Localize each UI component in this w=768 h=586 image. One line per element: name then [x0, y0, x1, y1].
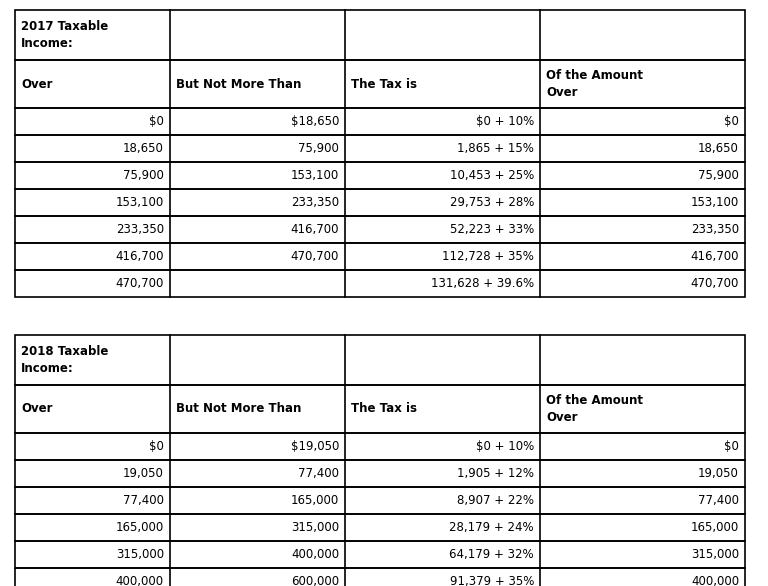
Text: 233,350: 233,350	[291, 196, 339, 209]
Bar	[15, 162, 745, 189]
Text: 77,400: 77,400	[298, 467, 339, 480]
Text: 233,350: 233,350	[116, 223, 164, 236]
Text: 600,000: 600,000	[291, 575, 339, 586]
Bar	[15, 135, 745, 162]
Text: 75,900: 75,900	[698, 169, 739, 182]
Text: 315,000: 315,000	[116, 548, 164, 561]
Text: $19,050: $19,050	[290, 440, 339, 453]
Bar	[15, 433, 745, 460]
Text: 18,650: 18,650	[698, 142, 739, 155]
Bar	[15, 60, 745, 108]
Text: 28,179 + 24%: 28,179 + 24%	[449, 521, 534, 534]
Text: $0 + 10%: $0 + 10%	[475, 115, 534, 128]
Text: 75,900: 75,900	[298, 142, 339, 155]
Text: 153,100: 153,100	[690, 196, 739, 209]
Text: 2018 Taxable
Income:: 2018 Taxable Income:	[21, 345, 108, 375]
Text: 77,400: 77,400	[698, 494, 739, 507]
Text: The Tax is: The Tax is	[351, 77, 417, 90]
Bar	[15, 189, 745, 216]
Text: 29,753 + 28%: 29,753 + 28%	[449, 196, 534, 209]
Text: 315,000: 315,000	[691, 548, 739, 561]
Text: $0: $0	[724, 115, 739, 128]
Text: 400,000: 400,000	[116, 575, 164, 586]
Text: 153,100: 153,100	[116, 196, 164, 209]
Text: 416,700: 416,700	[690, 250, 739, 263]
Bar	[15, 460, 745, 487]
Text: 165,000: 165,000	[291, 494, 339, 507]
Text: 470,700: 470,700	[690, 277, 739, 290]
Text: 470,700: 470,700	[116, 277, 164, 290]
Text: Of the Amount
Over: Of the Amount Over	[546, 394, 643, 424]
Text: 2017 Taxable
Income:: 2017 Taxable Income:	[21, 20, 108, 50]
Bar	[15, 270, 745, 297]
Text: $0: $0	[149, 440, 164, 453]
Bar	[15, 487, 745, 514]
Text: 416,700: 416,700	[290, 223, 339, 236]
Text: 1,865 + 15%: 1,865 + 15%	[457, 142, 534, 155]
Text: 315,000: 315,000	[291, 521, 339, 534]
Text: 400,000: 400,000	[691, 575, 739, 586]
Text: Over: Over	[21, 77, 52, 90]
Text: The Tax is: The Tax is	[351, 403, 417, 415]
Text: 400,000: 400,000	[291, 548, 339, 561]
Text: 416,700: 416,700	[115, 250, 164, 263]
Text: 131,628 + 39.6%: 131,628 + 39.6%	[431, 277, 534, 290]
Text: 10,453 + 25%: 10,453 + 25%	[450, 169, 534, 182]
Text: 19,050: 19,050	[698, 467, 739, 480]
Text: 233,350: 233,350	[691, 223, 739, 236]
Text: 165,000: 165,000	[690, 521, 739, 534]
Text: Over: Over	[21, 403, 52, 415]
Text: 18,650: 18,650	[123, 142, 164, 155]
Bar	[15, 514, 745, 541]
Text: 112,728 + 35%: 112,728 + 35%	[442, 250, 534, 263]
Bar	[15, 335, 745, 385]
Text: $0: $0	[724, 440, 739, 453]
Bar	[15, 243, 745, 270]
Text: But Not More Than: But Not More Than	[176, 77, 301, 90]
Text: 75,900: 75,900	[123, 169, 164, 182]
Text: But Not More Than: But Not More Than	[176, 403, 301, 415]
Text: 153,100: 153,100	[291, 169, 339, 182]
Bar	[15, 568, 745, 586]
Text: $0 + 10%: $0 + 10%	[475, 440, 534, 453]
Text: 8,907 + 22%: 8,907 + 22%	[457, 494, 534, 507]
Text: 64,179 + 32%: 64,179 + 32%	[449, 548, 534, 561]
Text: 470,700: 470,700	[290, 250, 339, 263]
Text: 165,000: 165,000	[116, 521, 164, 534]
Bar	[15, 385, 745, 433]
Bar	[15, 108, 745, 135]
Text: 91,379 + 35%: 91,379 + 35%	[449, 575, 534, 586]
Text: 19,050: 19,050	[123, 467, 164, 480]
Text: 1,905 + 12%: 1,905 + 12%	[457, 467, 534, 480]
Text: 52,223 + 33%: 52,223 + 33%	[450, 223, 534, 236]
Bar	[15, 541, 745, 568]
Text: Of the Amount
Over: Of the Amount Over	[546, 69, 643, 99]
Bar	[15, 10, 745, 60]
Text: 77,400: 77,400	[123, 494, 164, 507]
Bar	[15, 216, 745, 243]
Text: $18,650: $18,650	[290, 115, 339, 128]
Text: $0: $0	[149, 115, 164, 128]
